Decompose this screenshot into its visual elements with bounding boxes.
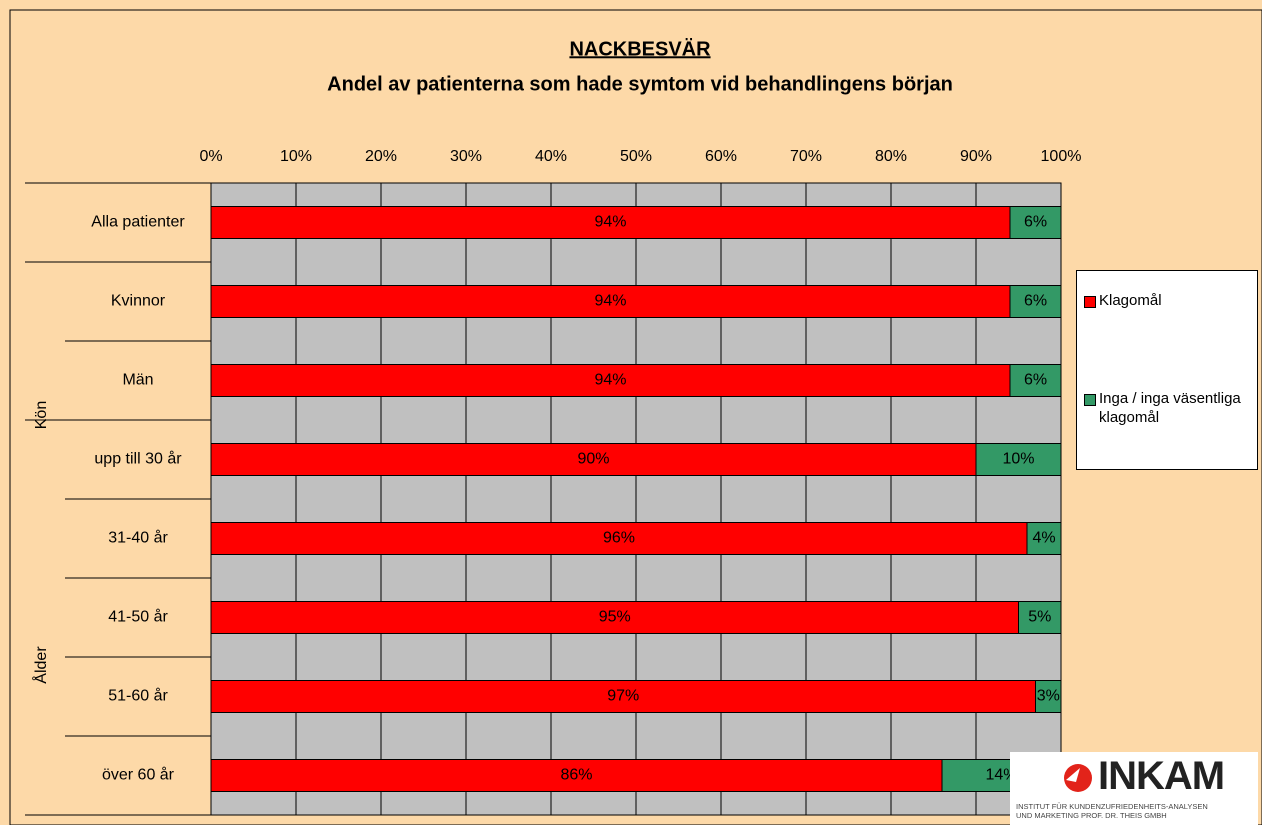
logo-tagline-line: INSTITUT FÜR KUNDENZUFRIEDENHEITS-ANALYS…	[1016, 802, 1208, 811]
legend-entry: Inga / inga väsentliga klagomål	[1084, 389, 1249, 427]
logo: INKAM INSTITUT FÜR KUNDENZUFRIEDENHEITS-…	[1010, 752, 1258, 825]
x-tick-label: 30%	[450, 148, 482, 165]
bar-segment	[210, 680, 1036, 713]
value-label: 6%	[1024, 293, 1047, 310]
bar-segment	[210, 443, 977, 476]
value-label: 94%	[594, 214, 626, 231]
x-tick-label: 90%	[960, 148, 992, 165]
bar-segment	[975, 443, 1062, 476]
value-label: 10%	[1002, 451, 1034, 468]
value-label: 95%	[599, 609, 631, 626]
bar-segment	[210, 206, 1011, 239]
value-label: 96%	[603, 530, 635, 547]
y-tick-label: Alla patienter	[91, 214, 185, 231]
chart-title: NACKBESVÄR	[569, 37, 711, 60]
value-label: 97%	[607, 688, 639, 705]
y-tick-label: Män	[122, 372, 153, 389]
value-label: 6%	[1024, 372, 1047, 389]
value-label: 94%	[594, 293, 626, 310]
x-tick-label: 0%	[199, 148, 222, 165]
y-tick-label: upp till 30 år	[94, 450, 182, 468]
chart-subtitle: Andel av patienterna som hade symtom vid…	[327, 73, 953, 95]
x-tick-label: 20%	[365, 148, 397, 165]
legend: Klagomål Inga / inga väsentliga klagomål	[1076, 270, 1258, 470]
value-label: 5%	[1028, 609, 1051, 626]
y-tick-label: 31-40 år	[108, 529, 168, 547]
bar-segment	[210, 522, 1028, 555]
y-tick-label: 51-60 år	[108, 687, 168, 705]
x-tick-label: 10%	[280, 148, 312, 165]
logo-tagline: INSTITUT FÜR KUNDENZUFRIEDENHEITS-ANALYS…	[1016, 802, 1208, 820]
legend-entry: Klagomål	[1084, 291, 1249, 310]
group-label: Ålder	[31, 646, 50, 684]
bar-segment	[1009, 285, 1062, 318]
x-tick-label: 60%	[705, 148, 737, 165]
logo-icon	[1064, 764, 1092, 792]
legend-label: Klagomål	[1099, 292, 1162, 309]
frame	[9, 9, 1262, 825]
group-label: Kön	[33, 401, 50, 429]
x-tick-label: 40%	[535, 148, 567, 165]
x-tick-label: 100%	[1041, 148, 1082, 165]
y-tick-label: över 60 år	[102, 766, 175, 784]
bar-segment	[1035, 680, 1062, 713]
bar-segment	[210, 759, 943, 792]
value-label: 6%	[1024, 214, 1047, 231]
logo-tagline-line: UND MARKETING PROF. DR. THEIS GMBH	[1016, 811, 1167, 820]
bar-segment	[1009, 206, 1062, 239]
legend-label: Inga / inga väsentliga klagomål	[1099, 390, 1241, 426]
x-tick-label: 50%	[620, 148, 652, 165]
x-tick-label: 70%	[790, 148, 822, 165]
value-label: 86%	[560, 767, 592, 784]
legend-swatch	[1084, 296, 1096, 308]
bar-segment	[1009, 364, 1062, 397]
y-tick-label: 41-50 år	[108, 608, 168, 626]
x-tick-label: 80%	[875, 148, 907, 165]
bar-segment	[210, 601, 1019, 634]
logo-name: INKAM	[1098, 754, 1225, 798]
value-label: 94%	[594, 372, 626, 389]
y-tick-label: Kvinnor	[111, 293, 166, 310]
value-label: 14%	[985, 767, 1017, 784]
value-label: 3%	[1037, 688, 1060, 705]
bar-segment	[210, 285, 1011, 318]
value-label: 90%	[577, 451, 609, 468]
value-label: 4%	[1032, 530, 1055, 547]
bar-segment	[1026, 522, 1062, 555]
bar-segment	[1018, 601, 1062, 634]
legend-swatch	[1084, 394, 1096, 406]
